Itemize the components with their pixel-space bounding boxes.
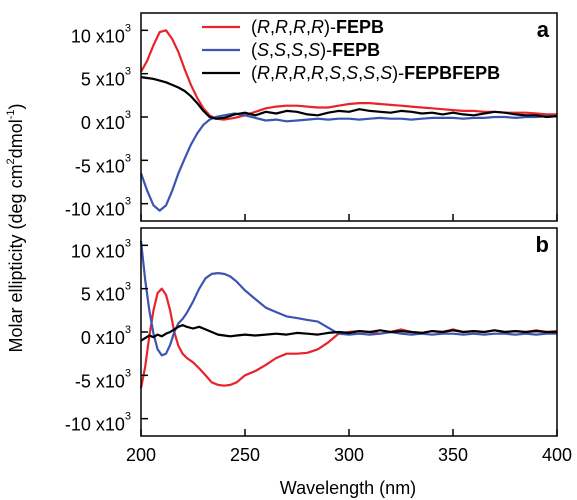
panel-a-y-tick-label: -5 x103 (75, 152, 131, 176)
panel-a: 10 x103 5 x103 0 x103 -5 x103 -10 x103 a (R,R,… (65, 12, 558, 222)
panel-b-y-tick-label: 5 x103 (81, 281, 131, 305)
x-tick-label: 300 (334, 445, 364, 465)
y-axis-label-sup1: 2 (5, 158, 17, 164)
panels: 10 x103 5 x103 0 x103 -5 x103 -10 x103 a (R,R,… (65, 12, 572, 465)
x-axis-label: Wavelength (nm) (280, 478, 416, 498)
x-tick-label: 250 (230, 445, 260, 465)
x-tick-label: 350 (438, 445, 468, 465)
panel-a-y-tick-label: 5 x103 (81, 66, 131, 90)
panel-a-y-tick-label: -10 x103 (65, 196, 131, 220)
x-tick-label: 200 (126, 445, 156, 465)
panel-a-label: a (537, 17, 550, 42)
y-axis-label: Molar ellipticity (deg cm2dmol-1) (5, 104, 26, 353)
svg-text:Molar ellipticity (deg cm2dmol: Molar ellipticity (deg cm2dmol-1) (5, 104, 26, 353)
panel-b-y-tick-label: 10 x103 (71, 237, 131, 261)
panel-a-series-line-2 (139, 112, 557, 212)
legend: (R,R,R,R)-FEPB (S,S,S,S)-FEPB (R,R,R,R,S,S… (202, 17, 500, 83)
panel-b-series-line-2 (139, 240, 557, 357)
legend-entry-2: (S,S,S,S)-FEPB (251, 40, 380, 60)
panel-b-y-tick-label: -5 x103 (75, 367, 131, 391)
panel-a-y-tick-label: 0 x103 (81, 109, 131, 133)
y-axis-label-text: Molar ellipticity (deg cm (6, 164, 26, 352)
panel-b: 10 x103 5 x103 0 x103 -5 x103 -10 x103 200 250… (65, 227, 572, 465)
legend-entry-1: (R,R,R,R)-FEPB (251, 17, 384, 37)
panel-a-y-tick-label: 10 x103 (71, 22, 131, 46)
y-axis-label-close: ) (6, 104, 26, 110)
y-axis-label-sup2: -1 (5, 110, 17, 120)
panel-a-series-line-1 (140, 29, 557, 121)
legend-entry-3: (R,R,R,R,S,S,S,S)-FEPBFEPB (251, 63, 500, 83)
x-tick-label: 400 (542, 445, 572, 465)
y-axis-label-unit: dmol (6, 119, 26, 158)
panel-b-y-tick-label: -10 x103 (65, 411, 131, 435)
panel-b-series-line-3 (140, 324, 557, 342)
panel-b-y-tick-label: 0 x103 (81, 324, 131, 348)
panel-b-series-line-1 (139, 287, 558, 389)
panel-b-label: b (536, 232, 549, 257)
panel-a-series-line-3 (140, 76, 558, 120)
